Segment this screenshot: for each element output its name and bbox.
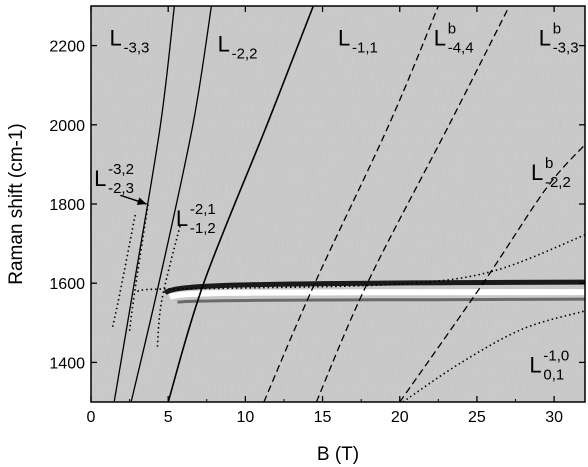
curve-label-main: L: [218, 32, 230, 57]
curve-label-main: L: [338, 26, 350, 51]
curve-label-sub: -2,2: [232, 46, 258, 63]
y-tick-label-0: 1400: [49, 355, 85, 372]
x-tick-label-6: 30: [545, 409, 563, 426]
x-axis-title: B (T): [317, 444, 359, 465]
series-line-7: [128, 203, 149, 331]
label-arrow-head: [136, 197, 147, 205]
axes-layer: 0 5 10 15 20 25 30 1400 1600 1800 2000 2200: [49, 5, 586, 426]
g-band-bright: [168, 289, 585, 300]
curve-label-sub: -3,3: [553, 40, 579, 57]
noise-texture: [91, 6, 585, 402]
curve-label-sup: b: [553, 21, 561, 38]
g-band-dark-edge-top: [163, 279, 585, 296]
curve-label-sub: -2,3: [108, 180, 134, 197]
curve-label-main: L: [434, 26, 446, 51]
curve-label-main: L: [529, 352, 541, 377]
x-tick-label-3: 15: [314, 409, 332, 426]
curve-label-0: L -3,3: [110, 26, 150, 57]
y-tick-label-1: 1600: [49, 276, 85, 293]
x-tick-label-2: 10: [236, 409, 254, 426]
series-line-1: [130, 6, 213, 402]
plot-background: [91, 6, 585, 402]
curve-label-sub: -4,4: [448, 40, 474, 57]
curve-label-main: L: [94, 166, 106, 191]
curve-label-sub: -1,1: [352, 40, 378, 57]
y-tick-label-4: 2200: [49, 39, 85, 56]
curve-label-sub: -1,2: [190, 220, 216, 237]
series-line-9: [137, 234, 585, 292]
series-line-4: [315, 6, 510, 402]
y-tick-label-2: 1800: [49, 197, 85, 214]
y-tick-label-3: 2000: [49, 118, 85, 135]
curve-label-sup: b: [545, 155, 553, 172]
curve-label-sub: -2,2: [545, 174, 571, 191]
x-tick-label-4: 20: [391, 409, 409, 426]
curve-label-main: L: [110, 26, 122, 51]
series-line-5: [399, 144, 585, 402]
curve-label-6: L -3,2 -2,3: [94, 161, 134, 197]
y-axis-title: Raman shift (cm-1): [6, 123, 27, 285]
curve-label-8: L -1,0 0,1: [529, 347, 569, 383]
curve-label-sub: 0,1: [543, 366, 564, 383]
curve-label-2: L -1,1: [338, 26, 378, 57]
curve-label-sup: b: [448, 21, 456, 38]
curve-label-main: L: [176, 206, 188, 231]
series-line-2: [167, 6, 315, 402]
curves-layer: [111, 6, 585, 402]
curve-label-sup: -1,0: [543, 347, 569, 364]
curve-label-sub: -3,3: [124, 40, 150, 57]
curve-label-1: L -2,2: [218, 32, 258, 63]
curve-label-sup: -3,2: [108, 161, 134, 178]
series-line-3: [263, 6, 439, 402]
curve-label-main: L: [531, 160, 543, 185]
x-tick-label-5: 25: [468, 409, 486, 426]
curve-label-7: L -2,1 -1,2: [176, 201, 216, 237]
curve-label-sup: -2,1: [190, 201, 216, 218]
series-line-8: [156, 223, 182, 347]
curve-label-main: L: [539, 26, 551, 51]
x-tick-label-0: 0: [87, 409, 96, 426]
series-line-6: [111, 211, 137, 327]
series-line-0: [113, 6, 176, 402]
x-tick-label-1: 5: [164, 409, 173, 426]
